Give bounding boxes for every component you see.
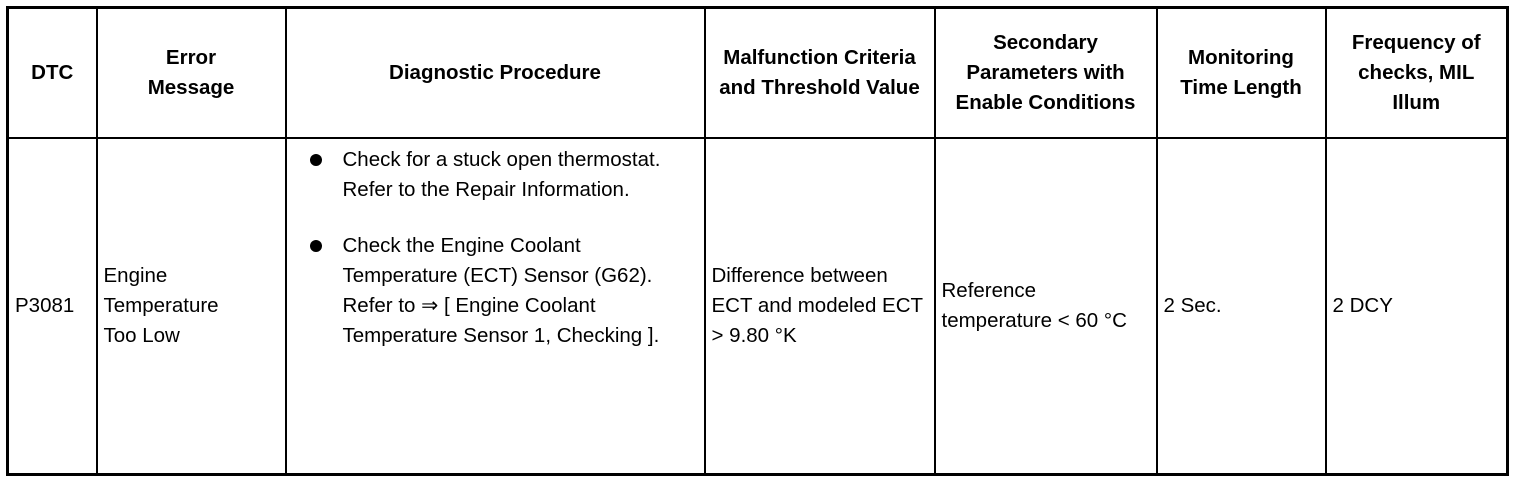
procedure-list: Check for a stuck open thermostat. Refer… (307, 145, 698, 351)
table-row: P3081 Engine Temperature Too Low Check f… (6, 137, 1509, 476)
bullet-icon (309, 154, 322, 166)
procedure-item: Check the Engine Coolant Temperature (EC… (307, 231, 698, 351)
cell-error-message: Engine Temperature Too Low (95, 137, 287, 476)
bullet-icon (309, 240, 322, 252)
dtc-table: DTC Error Message Diagnostic Procedure M… (6, 6, 1509, 476)
header-dtc: DTC (6, 6, 98, 139)
procedure-text: Check for a stuck open thermostat. Refer… (342, 148, 661, 201)
cell-frequency: 2 DCY (1324, 137, 1509, 476)
cell-secondary-parameters: Reference temperature < 60 °C (933, 137, 1158, 476)
procedure-item: Check for a stuck open thermostat. Refer… (307, 145, 698, 205)
header-frequency: Frequency of checks, MIL Illum (1324, 6, 1509, 139)
header-malfunction-criteria: Malfunction Criteria and Threshold Value (703, 6, 936, 139)
cell-malfunction-criteria: Difference between ECT and modeled ECT >… (703, 137, 936, 476)
header-diagnostic-procedure: Diagnostic Procedure (284, 6, 706, 139)
header-secondary-parameters: Secondary Parameters with Enable Conditi… (933, 6, 1158, 139)
header-row: DTC Error Message Diagnostic Procedure M… (6, 6, 1509, 139)
header-monitoring-time: Monitoring Time Length (1155, 6, 1327, 139)
procedure-text: Check the Engine Coolant Temperature (EC… (342, 234, 660, 347)
header-error-message: Error Message (95, 6, 287, 139)
cell-monitoring-time: 2 Sec. (1155, 137, 1327, 476)
cell-diagnostic-procedure: Check for a stuck open thermostat. Refer… (284, 137, 706, 476)
cell-dtc: P3081 (6, 137, 98, 476)
